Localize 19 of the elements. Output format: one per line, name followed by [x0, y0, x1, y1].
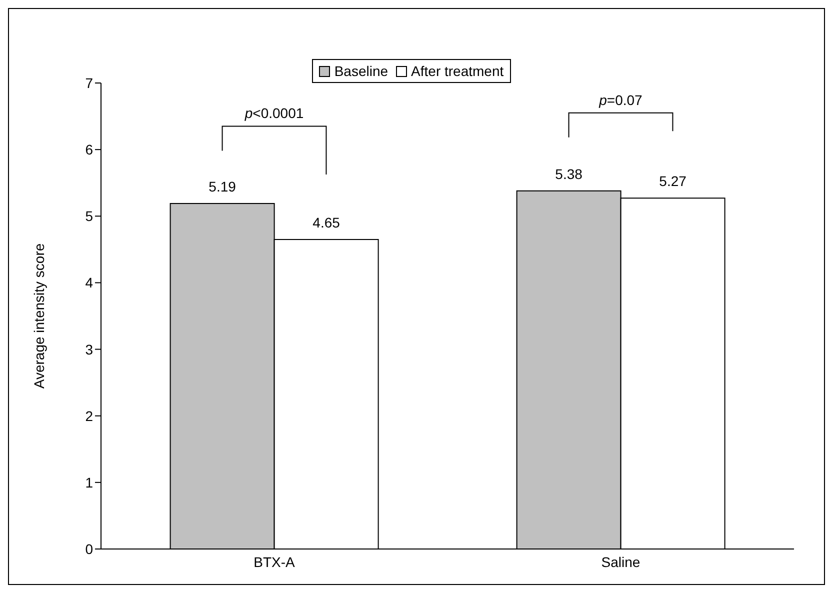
- y-tick-label: 3: [85, 341, 94, 358]
- y-tick-label: 7: [85, 74, 94, 91]
- legend-label: Baseline: [333, 63, 388, 79]
- data-label: 4.65: [312, 214, 340, 230]
- annotation: p<0.0001: [244, 105, 304, 122]
- y-tick-label: 1: [85, 474, 94, 490]
- x-tick-label: Saline: [601, 554, 640, 570]
- data-label: 5.27: [659, 173, 687, 190]
- annotation: p=0.07: [598, 92, 643, 108]
- x-tick-label: BTX-A: [254, 554, 296, 570]
- data-label: 5.19: [208, 178, 236, 194]
- y-tick-label: 4: [85, 274, 94, 291]
- y-tick-label: 0: [85, 540, 94, 557]
- y-tick-label: 5: [85, 208, 94, 224]
- data-label: 5.38: [555, 166, 583, 182]
- y-tick-label: 6: [85, 142, 94, 158]
- legend-label: After treatment: [410, 63, 504, 79]
- y-tick-label: 2: [85, 408, 94, 424]
- y-axis-title: Average intensity score: [30, 243, 47, 389]
